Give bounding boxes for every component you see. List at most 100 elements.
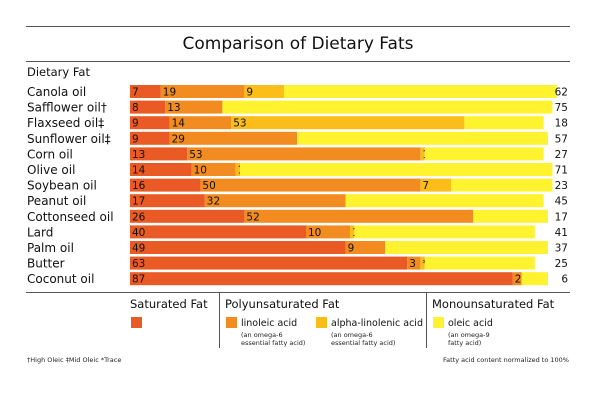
data-label: 40 [132,227,145,239]
legend-note-alpha-linolenic: (an omega-6 essential fatty acid) [331,331,396,347]
category-label: Lard [27,225,53,239]
bar-segment [130,178,201,192]
legend-swatch-alpha-linolenic [316,317,327,328]
data-label: 18 [555,118,568,130]
data-label: 13 [132,149,145,161]
legend-divider-2 [426,293,427,348]
category-label: Flaxseed oil‡ [27,116,104,130]
bar-segment [191,163,236,176]
data-label: 41 [555,227,568,239]
legend-heading-poly: Polyunsaturated Fat [225,297,340,311]
footnote-symbols: †High Oleic ‡Mid Oleic *Trace [27,356,122,364]
bar-segment [350,225,355,239]
bar-segment [244,209,474,223]
bar-segment [130,194,205,208]
bar-segment [200,178,421,192]
bar-segment [130,100,166,114]
data-label: 7 [422,180,429,192]
legend-label-linoleic: linoleic acid [241,318,298,329]
data-label: 75 [555,102,568,114]
data-label: 50 [202,180,215,192]
bar-segment [169,116,232,130]
y-axis-heading: Dietary Fat [27,65,90,79]
data-label: 10 [308,227,321,239]
legend-note-linoleic: (an omega-6 essential fatty acid) [241,331,306,347]
bar-segment [130,272,513,286]
bar-segment [512,272,522,286]
data-label: 13 [167,102,180,114]
data-label: 17 [555,211,568,223]
data-label: 53 [189,149,202,161]
legend-label-alpha-linolenic: alpha-linolenic acid [331,318,423,329]
bar-segment [420,256,425,270]
data-label: 8 [132,102,139,114]
bar-segment [160,85,245,98]
data-label: 17 [132,196,145,208]
data-label: 23 [555,180,568,192]
bar-segment [130,241,346,254]
data-label: 32 [207,196,220,208]
data-label: 14 [172,118,186,130]
data-label: 2 [515,274,522,286]
bar-segment [407,256,421,270]
data-label: 9 [132,118,139,130]
category-label: Butter [27,257,65,271]
bar-segment [187,147,421,161]
category-label: Palm oil [27,241,74,255]
bar-segment [130,85,161,98]
bar-segment [345,241,386,254]
data-label: 19 [163,87,176,99]
category-label: Corn oil [27,147,73,161]
legend-label-oleic: oleic acid [448,318,493,329]
bar-segment [130,225,306,239]
title-rule [26,61,570,62]
legend-swatch-oleic [433,317,444,328]
bar-segment [354,225,535,239]
category-label: Peanut oil [27,194,86,208]
bar-segment [297,131,548,145]
category-label: Sunflower oil‡ [27,132,111,146]
data-label: 6 [561,274,568,286]
bar-segment [130,116,170,130]
data-label: 9 [132,133,139,145]
data-label: 3 [409,258,416,270]
bar-segment [424,147,544,161]
bar-segment [345,194,544,208]
legend-swatch-saturated [131,317,142,328]
data-label: 57 [555,133,568,145]
data-label: 9 [246,87,253,99]
bar-segment [231,116,465,130]
bar-segment [169,131,298,145]
legend-note-oleic: (an omega-9 fatty acid) [448,331,490,347]
data-label: 53 [233,118,246,130]
category-label: Coconut oil [27,272,94,286]
category-label: Olive oil [27,163,75,177]
legend-swatch-linoleic [226,317,237,328]
category-label: Canola oil [27,85,86,99]
bar-segment [464,116,544,130]
data-label: 63 [132,258,145,270]
legend-top-rule [26,292,570,293]
bar-segment [130,131,170,145]
category-label: Soybean oil [27,179,97,193]
data-label: 9 [348,243,355,255]
legend-heading-mono: Monounsaturated Fat [432,297,555,311]
data-label: 52 [246,211,259,223]
bar-segment [420,178,452,192]
data-label: 16 [132,180,146,192]
data-label: 26 [132,211,146,223]
bar-segment [424,256,535,270]
bar-segment [451,178,553,192]
data-label: 49 [132,243,145,255]
data-label: 87 [132,274,145,286]
bar-segment [235,163,240,176]
data-label: 29 [172,133,185,145]
data-label: 14 [132,165,146,177]
bar-segment [385,241,548,254]
bar-segment [165,100,223,114]
bar-segment [521,272,548,286]
bar-segment [473,209,548,223]
bar-segment [204,194,346,208]
bar-segment [222,100,553,114]
